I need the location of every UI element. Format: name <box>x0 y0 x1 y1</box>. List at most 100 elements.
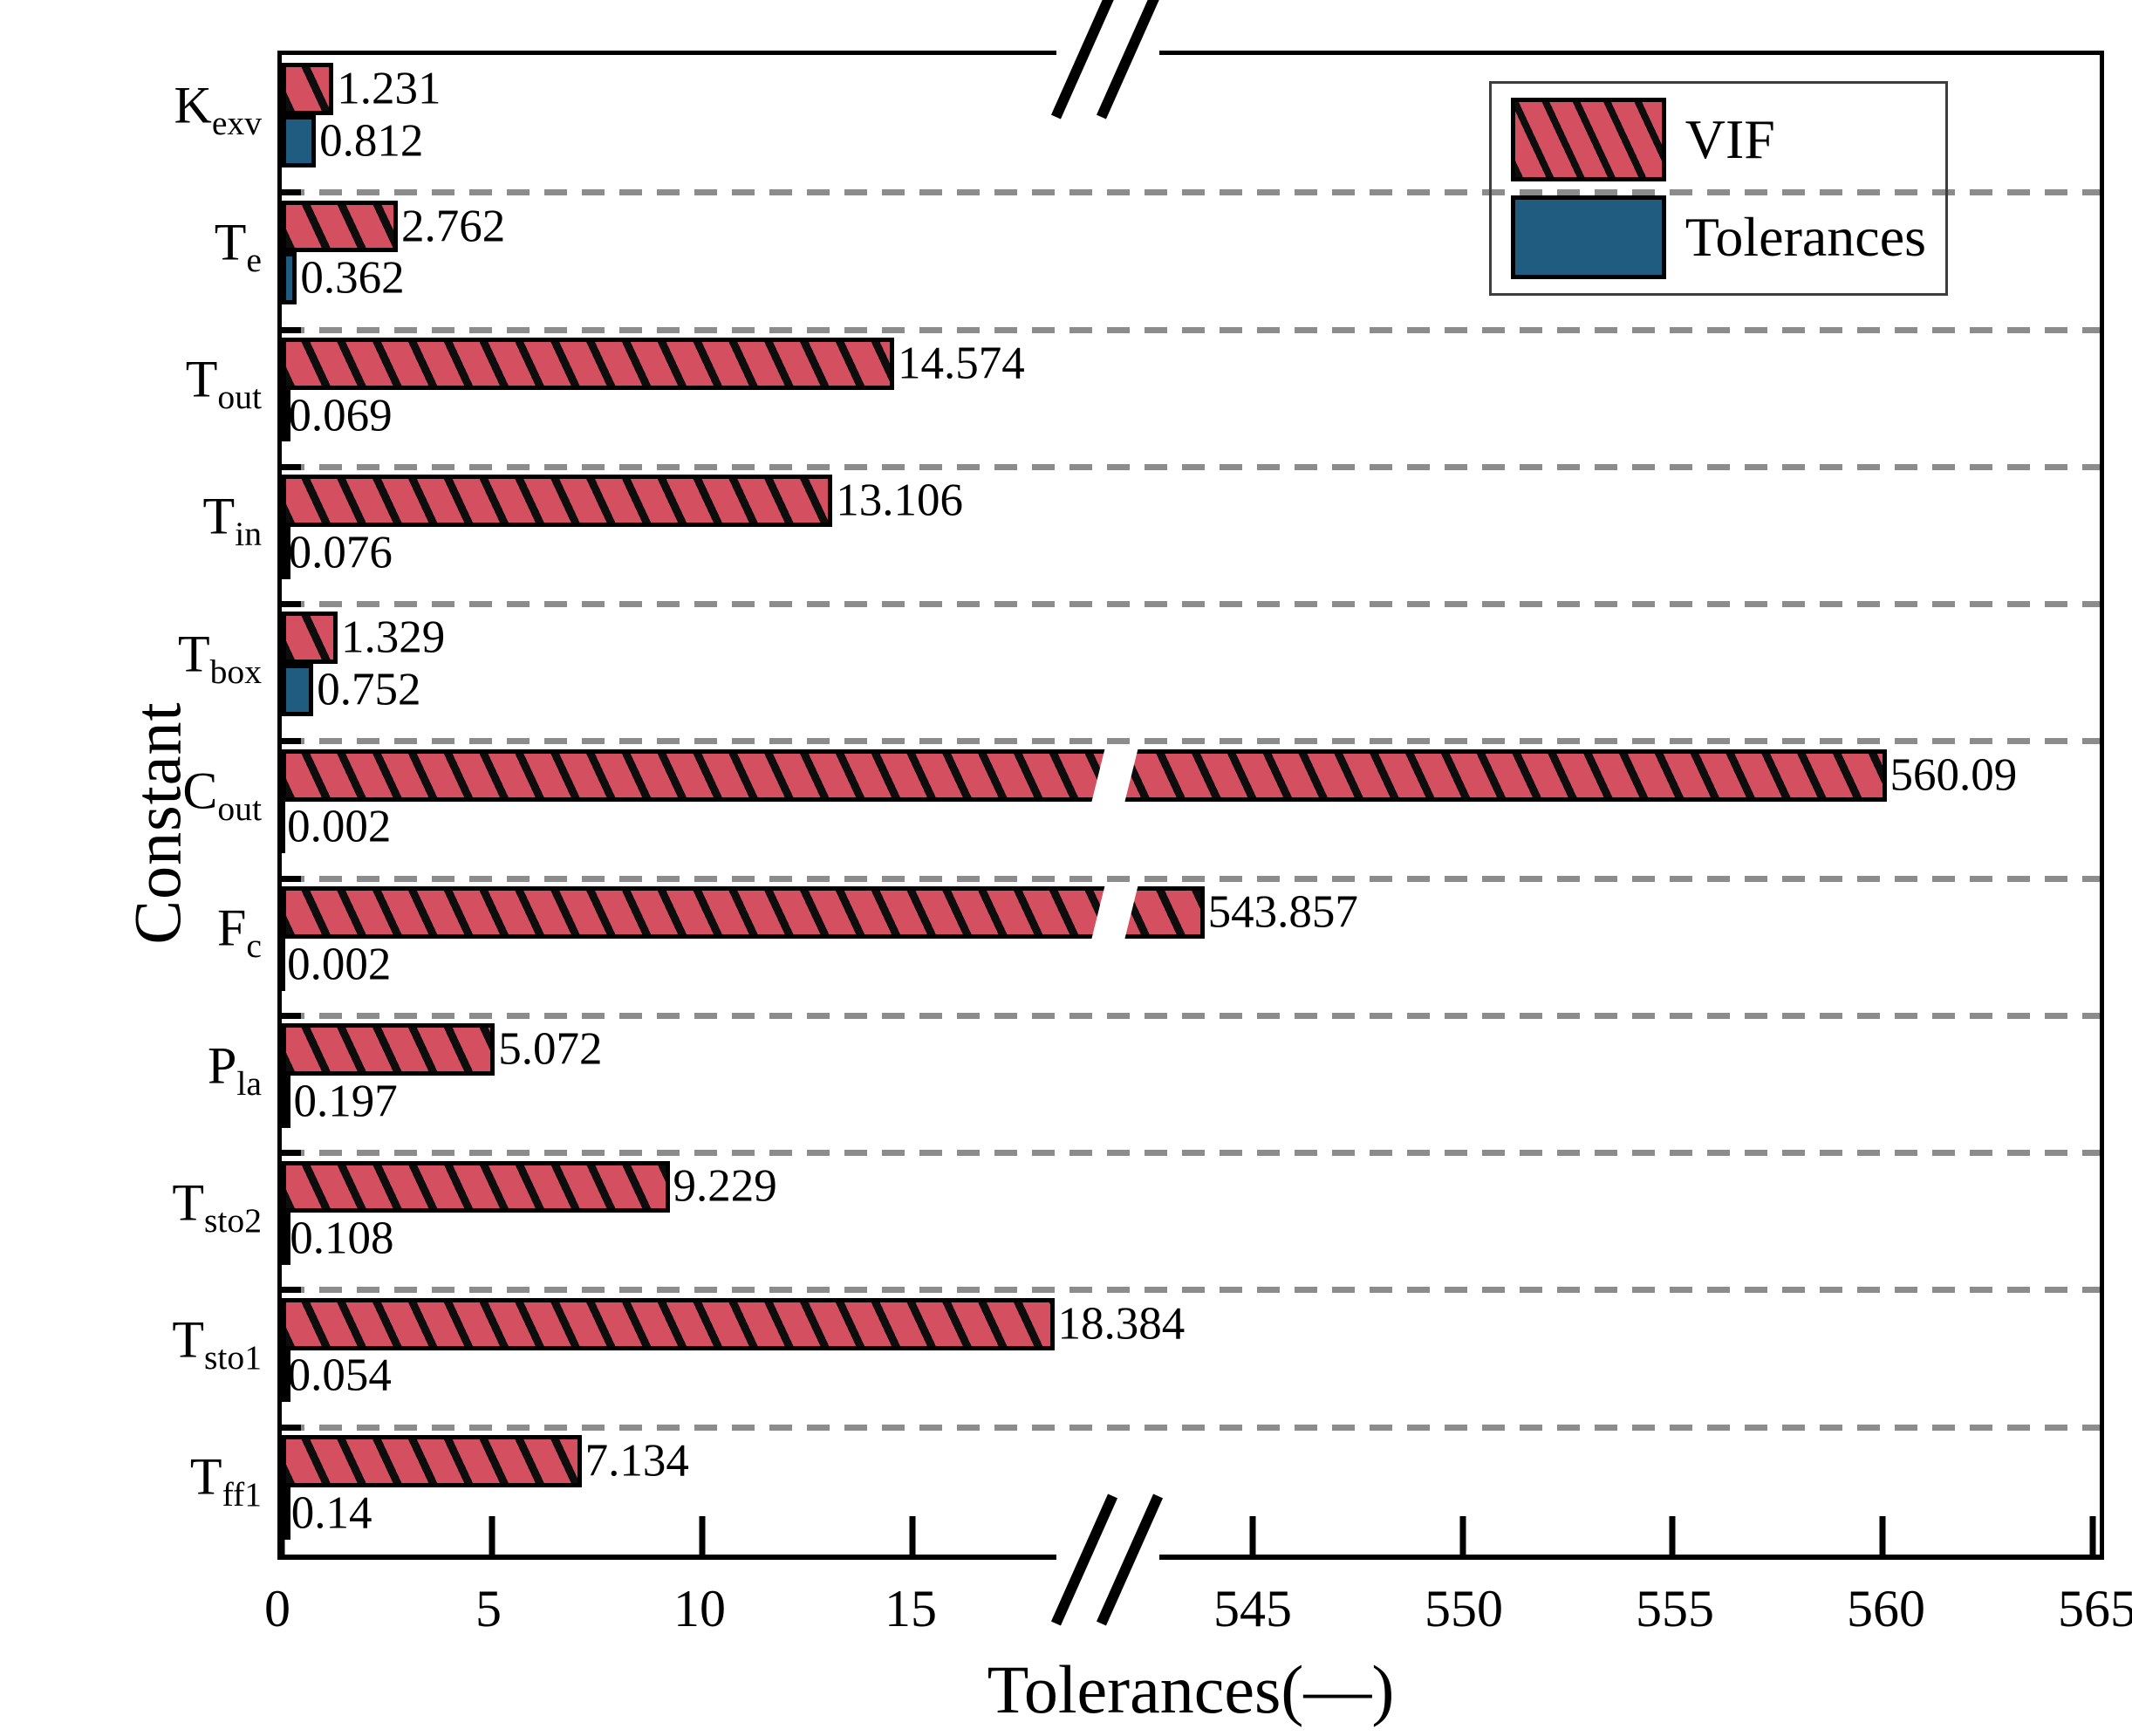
x-tick-label: 15 <box>885 1580 937 1637</box>
bar-tolerances-Fc <box>282 938 285 991</box>
category-label-Tin: Tin <box>203 490 262 552</box>
bar-vif-Tbox <box>282 612 338 665</box>
bar-vif-Fc <box>282 886 1205 939</box>
gridline-axis-stub <box>282 875 301 882</box>
category-label-main: F <box>217 899 247 957</box>
value-label-vif: 9.229 <box>673 1160 777 1212</box>
bar-vif-Tout <box>282 337 894 390</box>
value-label-vif: 18.384 <box>1057 1298 1186 1350</box>
category-label-sub: out <box>217 378 262 417</box>
x-tick <box>1249 1516 1256 1555</box>
category-label-main: T <box>214 213 247 271</box>
category-label-main: T <box>172 1173 205 1232</box>
value-label-tolerances: 0.197 <box>293 1076 398 1127</box>
gridline-axis-stub <box>282 601 301 608</box>
x-axis-title: Tolerances(—) <box>987 1651 1395 1727</box>
gridline-axis-stub <box>282 1287 301 1294</box>
value-label-tolerances: 0.002 <box>287 801 392 852</box>
category-label-main: T <box>177 624 210 682</box>
x-tick-label: 565 <box>2058 1580 2132 1637</box>
gridline <box>282 463 2100 470</box>
x-tick-labels: 0 5 10 15 545 550 555 560 565 <box>264 1570 2132 1649</box>
value-label-tolerances: 0.14 <box>290 1487 372 1539</box>
plot-area: 1.231 0.812 2.762 0.362 14.574 0.069 13.106 0.0… <box>277 0 2104 1626</box>
category-label-main: P <box>208 1035 237 1094</box>
chart-row-Kexv: 1.231 0.812 <box>282 55 2100 196</box>
category-label-sub: sto2 <box>204 1200 262 1240</box>
category-label-Tout: Tout <box>186 352 262 414</box>
value-label-tolerances: 0.069 <box>288 390 393 441</box>
chart-row-Tsto1: 18.384 0.054 <box>282 1289 2100 1431</box>
gridline-axis-stub <box>282 1012 301 1019</box>
bar-tolerances-Tin <box>282 526 290 579</box>
gridline <box>282 326 2100 333</box>
chart-row-Tin: 13.106 0.076 <box>282 467 2100 608</box>
x-tick <box>1879 1516 1886 1555</box>
category-label-main: T <box>185 350 218 408</box>
x-tick-label: 550 <box>1425 1580 1503 1637</box>
gridline <box>282 1287 2100 1294</box>
category-label-main: K <box>174 75 212 133</box>
category-label-sub: exv <box>211 103 262 142</box>
bar-vif-Tsto2 <box>282 1160 670 1213</box>
bar-tolerances-Tsto2 <box>282 1213 290 1266</box>
category-label-sub: in <box>235 515 262 554</box>
bar-vif-Cout <box>282 748 1887 802</box>
bar-vif-Kexv <box>282 63 334 116</box>
gridline <box>282 738 2100 745</box>
category-label-Pla: Pla <box>208 1039 262 1101</box>
axis-break-mark-bottom <box>1051 1493 1164 1626</box>
axis-break-mark-top <box>1051 0 1164 120</box>
bar-tolerances-Te <box>282 252 297 305</box>
gridline-axis-stub <box>282 326 301 333</box>
bar-tolerances-Pla <box>282 1076 290 1128</box>
x-tick-label: 545 <box>1213 1580 1292 1637</box>
category-label-main: T <box>189 1447 222 1506</box>
value-label-vif: 5.072 <box>498 1023 603 1075</box>
value-label-vif: 1.329 <box>341 612 446 663</box>
category-label-Fc: Fc <box>217 902 262 964</box>
category-label-main: T <box>172 1310 205 1369</box>
value-label-vif: 13.106 <box>836 475 964 526</box>
category-label-Cout: Cout <box>182 764 262 826</box>
chart-row-Tff1: 7.134 0.14 <box>282 1427 2100 1564</box>
gridline <box>282 1150 2100 1157</box>
x-tick-label: 0 <box>264 1580 290 1637</box>
value-label-vif: 543.857 <box>1207 886 1358 938</box>
legend-swatch-tolerances-icon <box>1510 195 1666 279</box>
value-label-tolerances: 0.054 <box>287 1350 392 1401</box>
gridline-axis-stub <box>282 1424 301 1431</box>
gridline <box>282 1012 2100 1019</box>
category-label-main: C <box>182 762 218 820</box>
category-label-sub: la <box>236 1063 262 1103</box>
category-label-sub: c <box>246 926 262 966</box>
value-label-tolerances: 0.002 <box>287 939 392 990</box>
legend-entry-vif: VIF <box>1510 98 1926 181</box>
gridline-axis-stub <box>282 189 301 196</box>
chart-row-Tbox: 1.329 0.752 <box>282 604 2100 745</box>
x-tick <box>489 1516 495 1555</box>
bar-tolerances-Tsto1 <box>282 1350 290 1403</box>
category-label-sub: e <box>246 241 262 280</box>
value-label-vif: 14.574 <box>898 338 1025 389</box>
gridline-axis-stub <box>282 738 301 745</box>
chart-row-Te: 2.762 0.362 <box>282 192 2100 333</box>
x-tick <box>699 1516 706 1555</box>
x-tick <box>1669 1516 1676 1555</box>
category-label-Tsto2: Tsto2 <box>172 1176 262 1238</box>
category-label-Kexv: Kexv <box>174 79 263 140</box>
gridline <box>282 875 2100 882</box>
x-tick-label: 10 <box>673 1580 726 1637</box>
bar-tolerances-Tbox <box>282 664 314 716</box>
x-tick <box>2089 1516 2096 1555</box>
legend-swatch-vif-icon <box>1510 98 1666 181</box>
category-label-Tbox: Tbox <box>178 627 262 689</box>
legend-label-tolerances: Tolerances <box>1684 206 1927 268</box>
x-tick <box>1459 1516 1466 1555</box>
category-label-sub: out <box>217 789 262 829</box>
x-tick-label: 555 <box>1636 1580 1714 1637</box>
value-label-vif: 560.09 <box>1889 749 2018 801</box>
bar-tolerances-Tff1 <box>282 1487 290 1540</box>
gridline-axis-stub <box>282 463 301 470</box>
